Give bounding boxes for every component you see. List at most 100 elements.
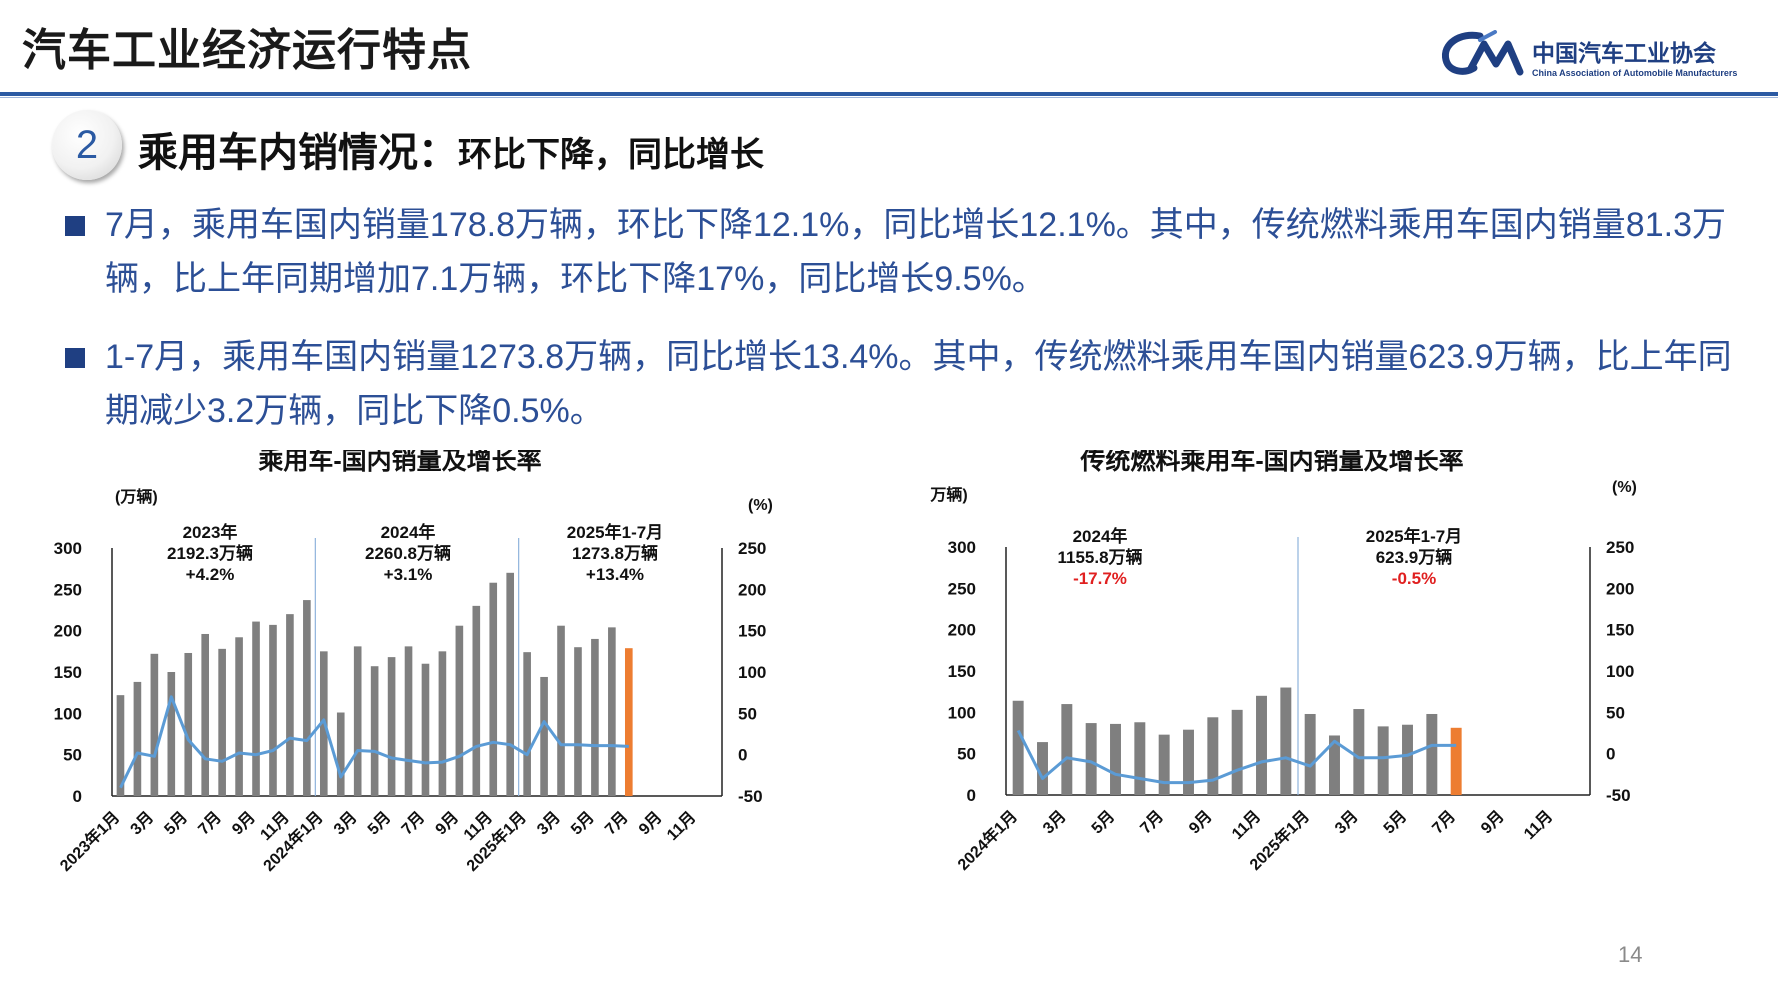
annotation-line: 2025年1-7月 [567,522,663,542]
x-tick-label: 11月 [1520,807,1556,843]
bar [1110,723,1121,795]
bullet-text: 1-7月，乘用车国内销量1273.8万辆，同比增长13.4%。其中，传统燃料乘用… [105,338,1732,430]
bar [489,582,498,796]
annotation-line: 1155.8万辆 [1057,547,1142,567]
y-axis-unit-right: (%) [1612,479,1637,496]
x-tick-label: 7月 [601,808,631,838]
annotation-line: -0.5% [1392,569,1436,588]
bar [506,572,515,796]
period-annotation: 2023年 2192.3万辆 +4.2% [167,522,253,584]
bullet-text: 7月，乘用车国内销量178.8万辆，环比下降12.1%，同比增长12.1%。其中… [105,206,1726,298]
period-annotation: 2024年 2260.8万辆 +3.1% [365,522,451,584]
caam-logo-icon [1442,30,1524,76]
x-tick-label: 3月 [534,808,564,838]
section-subtitle: 环比下降，同比增长 [458,136,764,174]
y2-tick-label: 0 [1606,745,1615,764]
x-tick-label: 9月 [1477,807,1507,837]
y-tick-label: 50 [63,746,82,765]
bullet-square-icon [65,216,85,236]
x-tick-label: 3月 [127,808,157,838]
period-annotation: 2025年1-7月 1273.8万辆 +13.4% [567,522,663,584]
y-tick-label: 0 [967,786,976,805]
annotation-line: 2024年 [381,522,436,542]
header-divider-thin [0,97,1778,98]
annotation-line: 2260.8万辆 [365,543,451,563]
y-tick-label: 250 [948,579,976,598]
header-divider [0,92,1778,96]
bar [523,652,531,796]
bar [1402,724,1413,795]
section-title: 乘用车内销情况： [138,131,458,175]
bar [421,663,430,796]
bar [286,614,294,796]
x-tick-label: 2024年1月 [953,806,1021,874]
chart-conventional-fuel-passenger-car-sales: (万辆) (%) 0 50 100 150 200 250 300 -50 0 50 100 150 200… [925,446,1760,970]
chart-title: 乘用车-国内销量及增长率 [258,450,541,475]
annotation-line: 2023年 [183,522,238,542]
y-tick-label: 300 [54,539,82,558]
x-tick-label: 7月 [1137,807,1167,837]
x-tick-label: 9月 [229,808,259,838]
x-tick-label: 5月 [1088,807,1118,837]
y2-tick-label: -50 [1606,786,1631,805]
x-tick-label: 3月 [1331,807,1361,837]
y2-tick-label: 250 [738,539,766,558]
y-tick-label: 150 [54,663,82,682]
bar [116,695,125,796]
bar [1280,687,1292,795]
y-tick-label: 100 [54,704,82,723]
x-tick-label: 11月 [1228,807,1264,843]
period-annotation: 2024年 1155.8万辆 -17.7% [1057,526,1142,588]
page-number: 14 [1618,942,1643,967]
bar [1158,734,1170,795]
bar [557,625,565,796]
bar [1134,722,1146,795]
bar-highlight [1450,727,1462,795]
bar [1329,735,1340,795]
y2-tick-label: 150 [738,622,766,641]
bar [387,657,396,796]
logo-name-cn: 中国汽车工业协会 [1532,40,1716,66]
x-tick-label: 5月 [161,808,191,838]
x-tick-label: 9月 [1185,807,1215,837]
y2-tick-label: 0 [738,746,747,765]
chart-svg: (万辆) (%) 0 50 100 150 200 250 300 -50 0 50 100 150 200… [925,446,1637,874]
chart-svg: (万辆) (%) 0 50 100 150 200 250 300 -50 0 50 100 150 200… [54,446,773,875]
y-tick-label: 250 [54,580,82,599]
bar [184,652,193,796]
growth-rate-line [119,695,629,789]
bar [252,621,260,796]
growth-rate-line [1016,729,1457,785]
bar [150,653,159,796]
chart-body: (万辆) (%) 0 50 100 150 200 250 300 -50 0 50 100 150 200… [54,487,773,875]
x-tick-label: 9月 [432,808,462,838]
annotation-line: -17.7% [1073,569,1127,588]
y2-tick-label: -50 [738,787,763,806]
bullet-item: 1-7月，乘用车国内销量1273.8万辆，同比增长13.4%。其中，传统燃料乘用… [65,330,1745,438]
y-tick-label: 150 [948,662,976,681]
bar [1061,704,1073,795]
x-tick-label: 3月 [1039,807,1069,837]
x-tick-label: 2023年1月 [56,807,124,875]
annotation-line: 1273.8万辆 [572,543,658,563]
bullet-item: 7月，乘用车国内销量178.8万辆，环比下降12.1%，同比增长12.1%。其中… [65,198,1745,306]
annotation-line: +4.2% [186,565,235,584]
bar [1426,713,1438,795]
annotation-line: 2024年 [1073,526,1128,546]
bar [438,651,447,796]
bar [1012,700,1024,795]
x-tick-label: 9月 [635,808,665,838]
y2-tick-label: 250 [1606,538,1634,557]
annotation-line: 2192.3万辆 [167,543,253,563]
bar [404,646,413,796]
bar [1037,742,1048,795]
bar-highlight [624,648,633,796]
y-tick-label: 200 [54,622,82,641]
bar [370,666,379,796]
y2-tick-label: 150 [1606,621,1634,640]
y2-tick-label: 50 [1606,703,1625,722]
bar [455,625,464,796]
y-tick-label: 200 [948,621,976,640]
bar [1183,729,1194,795]
y-axis-unit-right: (%) [748,497,773,514]
